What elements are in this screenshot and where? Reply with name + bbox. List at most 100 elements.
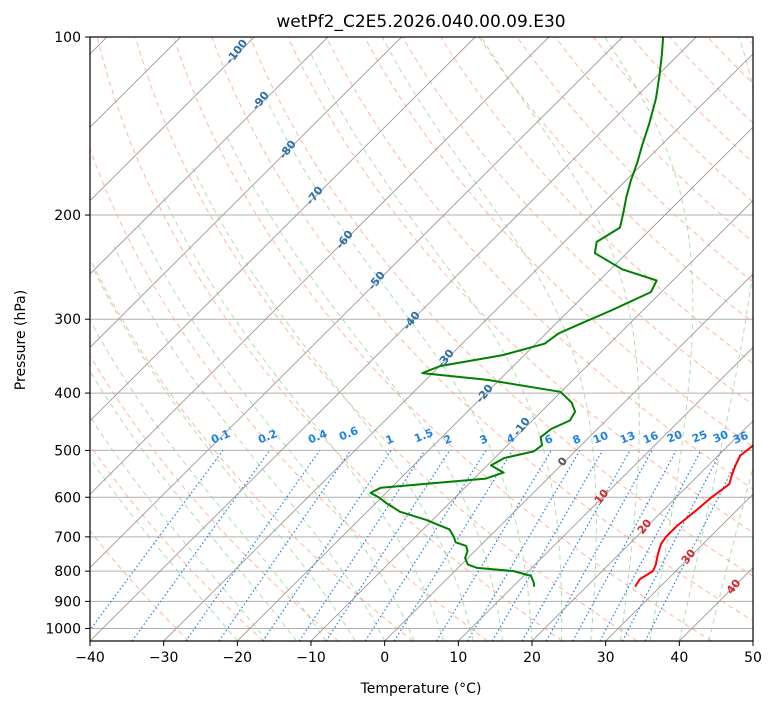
y-tick-label: 1000 <box>45 621 81 637</box>
moist-adiabat <box>264 96 533 641</box>
sounding-series <box>369 37 753 588</box>
y-tick-label: 300 <box>54 312 81 328</box>
dewpoint-line <box>369 37 665 587</box>
y-tick-label: 800 <box>54 564 81 580</box>
moist-adiabat <box>480 37 640 641</box>
mixing-ratio-label: 13 <box>618 429 637 447</box>
mixing-ratio-label: 36 <box>731 429 750 447</box>
dry-adiabat <box>287 37 753 533</box>
x-tick-label: 30 <box>597 650 615 666</box>
mixing-ratio-label: 20 <box>665 428 684 446</box>
mixing-ratio-line <box>185 450 321 641</box>
isotherm-line <box>90 37 623 569</box>
isotherm-line <box>531 420 753 641</box>
y-tick-label: 900 <box>54 594 81 610</box>
isotherm-line <box>605 493 753 641</box>
isotherm-line <box>90 37 550 495</box>
dry-adiabat <box>249 37 753 577</box>
y-tick-label: 200 <box>54 208 81 224</box>
dry-adiabat <box>402 37 753 406</box>
dry-adiabat <box>90 354 339 641</box>
x-tick-label: 0 <box>380 650 389 666</box>
moist-adiabat <box>309 51 563 641</box>
moist-adiabat <box>191 166 474 641</box>
dry-adiabats <box>90 37 753 641</box>
isotherm-line <box>90 37 329 275</box>
x-tick-label: 50 <box>744 650 762 666</box>
isotherm-line <box>90 37 476 422</box>
isotherm-line <box>237 126 753 641</box>
moist-adiabat <box>113 246 386 641</box>
y-tick-label: 100 <box>54 30 81 46</box>
isotherm-line <box>384 273 753 641</box>
y-tick-label: 600 <box>54 490 81 506</box>
mixing-ratio-label: 2 <box>442 432 454 447</box>
y-tick-label: 500 <box>54 443 81 459</box>
dry-adiabat <box>90 147 488 641</box>
plot-frame <box>89 36 754 642</box>
dry-adiabat <box>325 37 753 490</box>
x-tick-label: 10 <box>449 650 467 666</box>
y-tick-label: 700 <box>54 530 81 546</box>
isotherm-line <box>163 53 753 641</box>
x-axis-ticks: −40 −30 −20 −10 0 10 20 30 40 50 <box>75 641 762 666</box>
mixing-ratio-line <box>364 450 487 641</box>
mixing-ratio-label: 1 <box>384 432 396 447</box>
mixing-ratio-label: 8 <box>571 432 583 447</box>
x-tick-label: 20 <box>523 650 541 666</box>
dry-adiabat <box>440 37 753 365</box>
dry-adiabat <box>211 37 753 622</box>
moist-adiabats <box>90 37 753 641</box>
mixing-ratio-label: 16 <box>641 429 660 447</box>
mixing-ratio-line <box>435 450 552 641</box>
chart-title: wetPf2_C2E5.2026.040.00.09.E30 <box>276 12 565 32</box>
moist-adiabat <box>678 37 753 641</box>
mixing-ratio-line <box>393 450 513 641</box>
moist-adiabat <box>604 37 694 641</box>
moist-adiabat <box>136 222 415 641</box>
moist-adiabat <box>162 196 445 641</box>
mixing-ratio-line <box>572 450 677 641</box>
y-tick-label: 400 <box>54 386 81 402</box>
x-tick-label: −10 <box>296 650 326 666</box>
moist-adiabat <box>225 133 503 641</box>
moist-adiabat <box>381 37 597 641</box>
moist-adiabat <box>90 319 327 641</box>
dry-adiabat <box>90 530 190 641</box>
moist-adiabat <box>90 415 268 641</box>
mixing-ratio-label: 10 <box>591 429 610 447</box>
dry-adiabat <box>478 37 753 324</box>
moist-adiabat <box>92 267 356 641</box>
isotherm-line <box>310 200 753 641</box>
mixing-ratio-line <box>491 450 604 641</box>
y-axis-label: Pressure (hPa) <box>13 290 29 390</box>
dry-adiabat <box>516 37 753 283</box>
mixing-ratio-lines <box>90 450 743 641</box>
mixing-ratio-label: 3 <box>478 432 490 447</box>
y-axis-ticks: 100 200 300 400 500 600 700 800 900 1000 <box>45 30 90 637</box>
isotherm-line <box>90 37 255 202</box>
mixing-ratio-line <box>325 450 451 641</box>
mixing-ratio-line <box>521 450 631 641</box>
pressure-gridlines <box>90 37 753 629</box>
dry-adiabat <box>554 37 753 243</box>
x-tick-label: −30 <box>149 650 179 666</box>
dry-adiabat <box>96 37 563 641</box>
isotherms <box>90 37 753 641</box>
dry-adiabat <box>134 37 638 641</box>
temperature-line <box>634 444 753 588</box>
mixing-ratio-line <box>466 450 581 641</box>
dry-adiabat <box>631 37 753 164</box>
x-axis-label: Temperature (°C) <box>360 681 482 697</box>
isotherm-line <box>458 346 753 641</box>
isotherm-line <box>90 37 697 641</box>
mixing-ratio-label: 30 <box>711 428 730 446</box>
isotherm-line <box>90 37 402 349</box>
x-tick-label: −20 <box>223 650 253 666</box>
x-tick-label: 40 <box>670 650 688 666</box>
x-tick-label: −40 <box>75 650 105 666</box>
mixing-ratio-line <box>218 450 351 641</box>
dry-adiabat <box>592 37 753 203</box>
